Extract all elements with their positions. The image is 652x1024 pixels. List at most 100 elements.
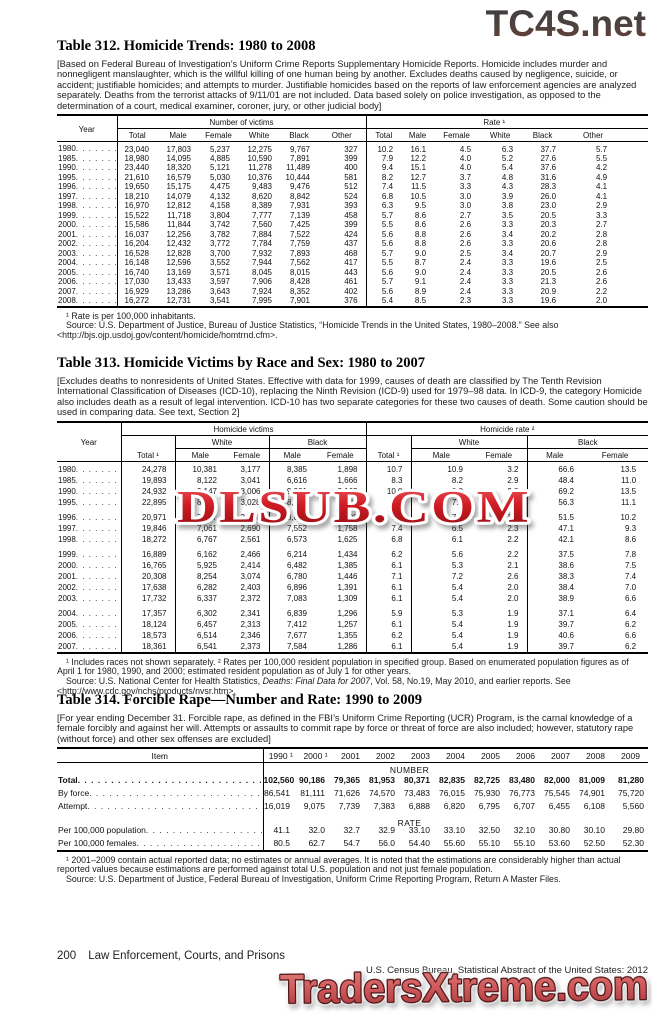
value-cell: 38.4	[526, 581, 582, 593]
value-cell: 32.7	[343, 824, 360, 835]
value-cell: 2.6	[459, 229, 472, 239]
value-cell: 1,666	[337, 475, 358, 485]
value-cell: 2.9	[507, 475, 519, 485]
victims-group-header: Homicide victims	[121, 421, 366, 436]
value-cell: 8,352	[289, 286, 310, 296]
value-cell: 75,720	[618, 787, 644, 798]
item-header: Item	[57, 748, 264, 764]
value-cell: 3.0	[459, 191, 472, 201]
value-cell: 20.2	[540, 229, 557, 239]
value-cell: 2,466	[240, 550, 261, 560]
value-cell: 5.6	[365, 267, 402, 278]
row-label-cell: 2003	[57, 249, 117, 259]
value-cell: 4.0	[459, 163, 472, 173]
value-cell: 8.6	[624, 534, 637, 544]
col-header: Other	[564, 128, 649, 143]
value-cell: 32.9	[378, 824, 395, 835]
value-cell: 443	[344, 267, 358, 277]
table-row: 198023,040 17,803 5,237 12,275 9,767 327 10.2 1…	[57, 141, 648, 154]
row-label-cell: 2004	[57, 604, 121, 619]
row-label-cell: NUMBER	[389, 765, 430, 776]
table312-section: Table 312. Homicide Trends: 1980 to 2008…	[57, 38, 649, 341]
watermark-tradersxtreme-text: TradersXtreme.com	[280, 962, 648, 1012]
row-label-cell: 1990	[57, 163, 117, 173]
value-cell: 6,541	[174, 640, 225, 653]
value-cell: 6,482	[268, 559, 315, 571]
value-cell: 2.6	[595, 267, 608, 277]
value-cell: 52.30	[622, 837, 644, 848]
value-cell: 38.9	[526, 592, 582, 604]
value-cell: 14,079	[166, 191, 191, 201]
footnote: ¹ Rate is per 100,000 inhabitants.	[66, 310, 196, 321]
row-label-cell: 1990	[57, 486, 121, 497]
value-cell: 3.3	[595, 210, 608, 220]
value-cell: 26.0	[540, 191, 557, 201]
value-cell: 6,573	[268, 533, 315, 545]
value-cell: 53.60	[548, 837, 570, 848]
table-row: 199816,970 12,812 4,158 8,389 7,931 393 6.3 9.5…	[57, 201, 648, 211]
value-cell: 2,876	[240, 513, 261, 523]
row-label-cell: By force	[57, 787, 263, 800]
value-cell: 3,643	[209, 286, 230, 296]
value-cell: 1,625	[337, 534, 358, 544]
value-cell: 8.7	[414, 258, 427, 268]
col-header: White	[238, 128, 280, 143]
table-row: 200216,204 12,432 3,772 7,784 7,759 437 5.6 8.8…	[57, 239, 648, 249]
footnote-source: Source: U.S. Department of Justice, Fede…	[66, 874, 561, 885]
value-cell: 17,803	[166, 144, 191, 154]
value-cell: 2.4	[459, 267, 472, 277]
value-cell: 18,320	[166, 163, 191, 173]
col-header: Total	[117, 128, 157, 143]
value-cell: 55.10	[513, 837, 535, 848]
year-col-header: 2008	[578, 748, 613, 764]
value-cell: 7,784	[251, 239, 272, 249]
table314-footnotes: ¹ 2001–2009 contain actual reported data…	[57, 855, 648, 885]
value-cell: 11,718	[167, 210, 191, 220]
watermark-tradersxtreme: TradersXtreme.com	[279, 961, 650, 1013]
value-cell: 12,828	[166, 248, 191, 258]
value-cell: 2,346	[240, 630, 261, 640]
row-label-cell: 1999	[57, 211, 117, 221]
value-cell: 1,257	[337, 619, 358, 629]
row-label-cell: 1985	[57, 475, 121, 486]
value-cell: 6.8	[365, 191, 402, 202]
value-cell: 6.2	[365, 629, 411, 641]
value-cell: 18,124	[120, 618, 175, 630]
value-cell: 18,210	[116, 191, 157, 202]
value-cell: 6.1	[365, 592, 411, 604]
value-cell: 32.0	[308, 824, 325, 835]
table-row: 200116,037 12,256 3,782 7,884 7,522 424 5.6 8.8…	[57, 229, 648, 240]
value-cell: 6.6	[624, 630, 637, 640]
value-cell: 2.5	[507, 513, 519, 523]
value-cell: 16.1	[410, 144, 427, 154]
table-row: Attempt16,019 9,075 7,739 7,383 6,888 6,820 6,…	[57, 799, 648, 813]
value-cell: 14,095	[166, 153, 191, 163]
table314-title: Table 314. Forcible Rape—Number and Rate…	[57, 692, 423, 708]
value-cell: 8,064	[268, 507, 315, 523]
value-cell: 11,278	[248, 163, 272, 173]
table-row: 200516,740 13,169 3,571 8,045 8,015 443 5.6 9.0…	[57, 267, 648, 278]
value-cell: 7,901	[289, 296, 310, 306]
table-row: 200316,528 12,828 3,700 7,932 7,893 468 5.7 9.0…	[57, 248, 648, 259]
value-cell: 7.9	[365, 507, 411, 523]
value-cell: 80.5	[262, 836, 298, 851]
value-cell: 1,355	[337, 630, 358, 640]
table-row: Per 100,000 females80.5 62.7 54.7 56.0 54.40…	[57, 836, 648, 851]
col-header: Black	[521, 128, 565, 143]
value-cell: 5.5	[365, 220, 402, 230]
value-cell: 5,925	[174, 559, 225, 571]
value-cell: 9,981	[268, 485, 315, 497]
value-cell: 6,162	[174, 544, 225, 560]
value-cell: 6,767	[174, 533, 225, 545]
value-cell: 11.5	[411, 182, 427, 192]
value-cell: 69.2	[526, 485, 582, 497]
value-cell: 81,953	[369, 774, 395, 785]
value-cell: 7,932	[251, 248, 272, 258]
value-cell: 5.6	[410, 544, 471, 560]
row-label-cell: 2003	[57, 593, 121, 604]
value-cell: 3,541	[209, 296, 230, 306]
value-cell: 16,740	[116, 267, 157, 278]
value-cell: 5.7	[595, 144, 608, 154]
